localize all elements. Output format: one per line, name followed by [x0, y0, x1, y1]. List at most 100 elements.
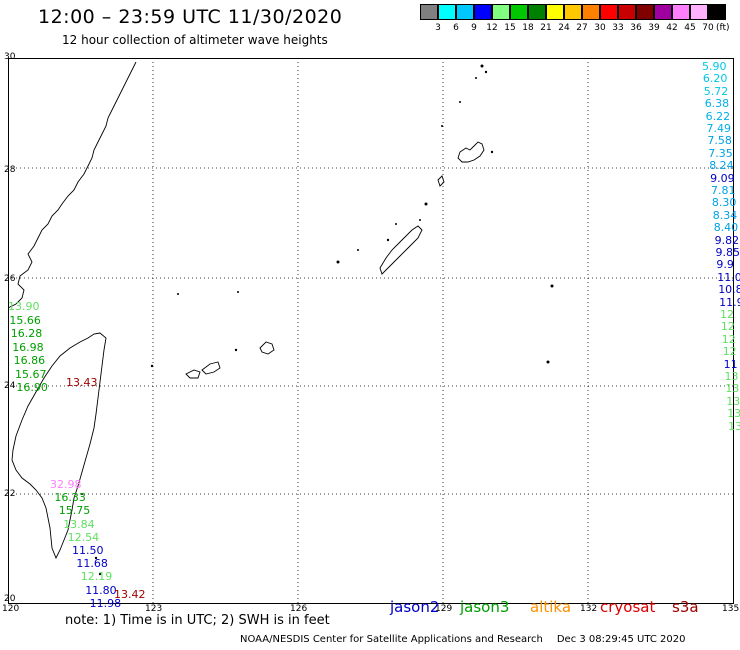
wave-height-label: 15.66 — [9, 313, 41, 327]
wave-height-label: 9.09 — [710, 171, 735, 185]
iriomote-island — [185, 369, 201, 379]
wave-height-label: 8.40 — [713, 221, 739, 235]
scale-swatch — [492, 4, 510, 20]
wave-height-label: 11.0 — [717, 270, 740, 284]
wave-height-label: 5.72 — [703, 84, 729, 98]
wave-height-label: 6.20 — [702, 72, 728, 86]
satellite-label-altika: altika — [530, 598, 572, 616]
ishigaki-island — [201, 361, 221, 375]
wave-height-label: 11.50 — [72, 544, 104, 557]
small-islands — [81, 64, 554, 576]
wave-height-label: 5.90 — [702, 60, 727, 73]
satellite-label-cryosat: cryosat — [600, 598, 656, 616]
lat-tick-24: 24 — [4, 381, 16, 391]
scale-label: 3 — [435, 23, 441, 33]
satellite-label-jason3: jason3 — [460, 598, 510, 616]
wave-height-label: 13 — [727, 407, 740, 421]
wave-height-label: 10.8 — [718, 283, 740, 297]
scale-swatch — [474, 4, 492, 20]
scale-swatch — [654, 4, 672, 20]
wave-height-label: 32.98 — [50, 478, 82, 491]
wave-height-label: 13 — [725, 382, 740, 396]
scale-label: 42 — [666, 23, 678, 33]
scale-swatch — [546, 4, 564, 20]
lon-tick-126: 126 — [290, 604, 308, 614]
wave-height-label: 6.22 — [705, 109, 731, 123]
lat-tick-28: 28 — [4, 165, 16, 175]
wave-height-label: 11.98 — [89, 596, 122, 610]
tokunoshima-island — [437, 175, 445, 187]
wave-height-label: 15.75 — [58, 504, 91, 518]
wave-height-label: 7.35 — [708, 146, 733, 160]
map-plot-area — [8, 58, 734, 604]
wave-height-label: 12.19 — [80, 570, 113, 584]
wave-height-label: 11.68 — [76, 557, 108, 571]
scale-label: 70 — [702, 23, 714, 33]
lat-tick-22: 22 — [4, 489, 16, 499]
scale-swatch — [690, 4, 708, 20]
satellite-label-jason2: jason2 — [390, 598, 440, 616]
scale-label: 27 — [576, 23, 588, 33]
footnote: note: 1) Time is in UTC; 2) SWH is in fe… — [65, 613, 330, 628]
scale-swatch — [600, 4, 618, 20]
wave-height-label: 13.43 — [66, 376, 98, 389]
scale-swatch — [528, 4, 546, 20]
wave-height-label: 13 — [728, 419, 740, 433]
wave-height-label: 8.30 — [711, 196, 737, 210]
wave-height-label: 7.58 — [707, 134, 732, 148]
scale-label: 24 — [558, 23, 570, 33]
scale-swatch — [618, 4, 636, 20]
wave-height-label: 8.24 — [709, 159, 734, 173]
wave-height-label: 13.84 — [63, 517, 95, 531]
wave-height-label: 16.90 — [16, 381, 48, 394]
scale-label: 15 — [504, 23, 516, 33]
okinawa-island — [379, 225, 423, 275]
satellite-label-s3a: s3a — [672, 598, 699, 616]
wave-height-label: 11.9 — [719, 295, 740, 309]
wave-height-label: 13.42 — [114, 588, 146, 601]
lon-tick-123: 123 — [145, 604, 163, 614]
wave-height-label: 7.81 — [711, 184, 736, 197]
scale-label: 39 — [648, 23, 660, 33]
scale-swatch — [456, 4, 474, 20]
lat-tick-30: 30 — [4, 52, 16, 62]
scale-label: 21 — [540, 23, 552, 33]
scale-label: 30 — [594, 23, 606, 33]
scale-label: 9 — [471, 23, 477, 33]
scale-label: 12 — [486, 23, 498, 33]
scale-label: 6 — [453, 23, 459, 33]
wave-height-label: 15.67 — [15, 367, 47, 381]
scale-label: 36 — [630, 23, 642, 33]
scale-swatch — [510, 4, 528, 20]
lat-tick-20: 20 — [4, 594, 16, 604]
wave-height-label: 9.9 — [716, 258, 734, 272]
lon-tick-120: 120 — [2, 604, 20, 614]
scale-swatch — [708, 4, 726, 20]
graticule — [8, 58, 734, 604]
scale-swatch — [582, 4, 600, 20]
scale-swatch — [438, 4, 456, 20]
lon-tick-135: 135 — [722, 604, 740, 614]
wave-height-label: 12 — [720, 320, 735, 334]
map-subtitle: 12 hour collection of altimeter wave hei… — [62, 33, 328, 47]
wave-height-label: 13 — [726, 394, 740, 408]
taiwan-coastline — [11, 332, 107, 560]
wave-height-label: 9.82 — [714, 233, 740, 247]
wave-height-label: 16.28 — [10, 327, 43, 340]
wave-height-label: 12.54 — [67, 530, 100, 544]
map-frame — [8, 58, 734, 604]
miyako-island — [259, 341, 275, 355]
wave-height-label: 12 — [721, 332, 736, 346]
scale-label: 33 — [612, 23, 624, 33]
scale-label: 45 — [684, 23, 696, 33]
scale-unit-label: (ft) — [716, 23, 730, 33]
lon-tick-132: 132 — [580, 604, 598, 614]
wave-height-label: 7.49 — [706, 122, 732, 135]
credit-line: NOAA/NESDIS Center for Satellite Applica… — [240, 634, 699, 645]
wave-height-label: 8.34 — [712, 208, 738, 222]
amami-island — [457, 141, 485, 163]
map-title: 12:00 – 23:59 UTC 11/30/2020 — [38, 6, 343, 28]
lat-tick-26: 26 — [4, 274, 16, 284]
credit-timestamp: Dec 3 08:29:45 UTC 2020 — [556, 634, 686, 645]
wave-height-label: 11 — [723, 357, 738, 371]
